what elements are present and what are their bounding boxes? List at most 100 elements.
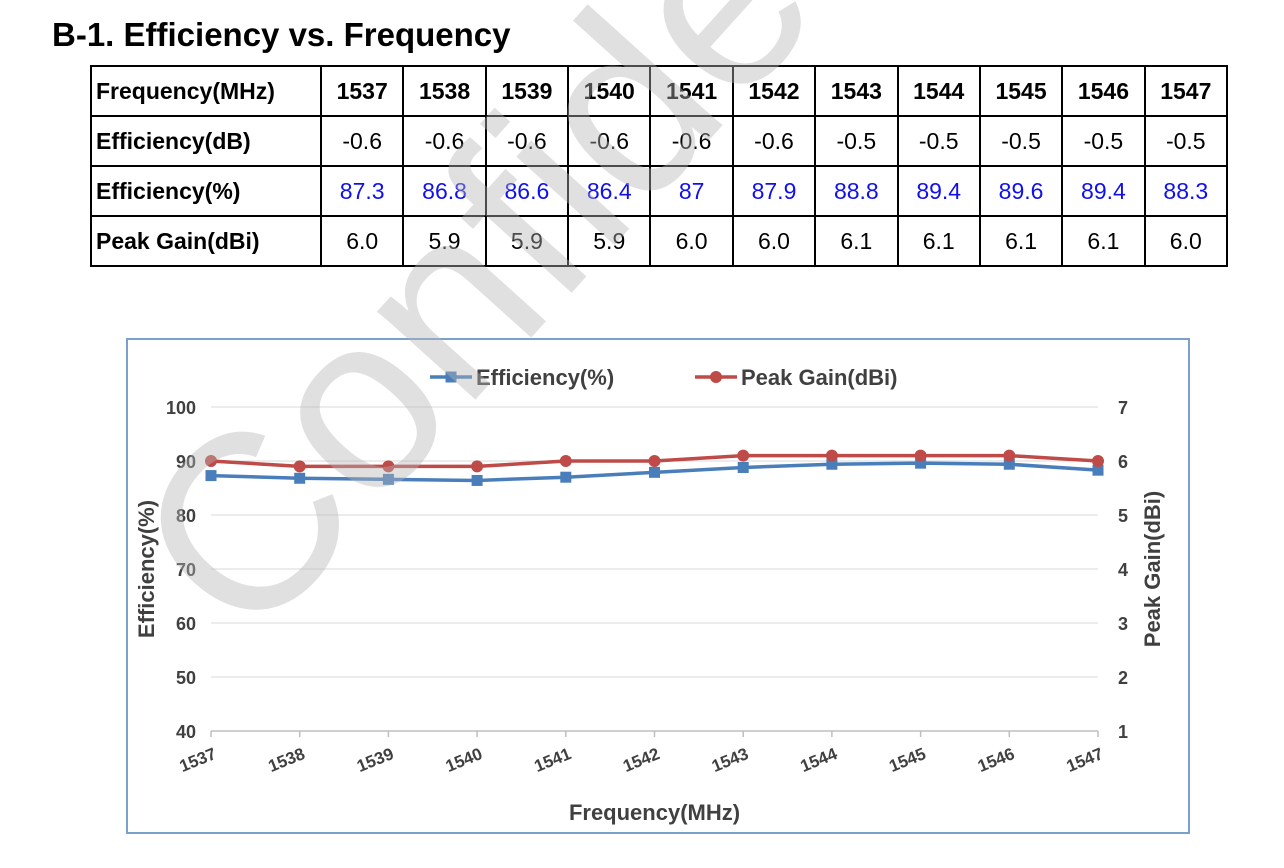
legend-label: Peak Gain(dBi) [741, 365, 897, 390]
data-point [826, 458, 838, 470]
table-row: Frequency(MHz) 1537 1538 1539 1540 1541 1542 15… [90, 65, 1229, 117]
data-point [559, 455, 572, 467]
y2-tick-label: 5 [1118, 506, 1128, 526]
row-header: Peak Gain(dBi) [90, 215, 322, 267]
y-tick-label: 50 [176, 668, 196, 688]
table-cell: 86.8 [402, 165, 487, 217]
table-cell: 5.9 [484, 215, 570, 267]
data-point [915, 457, 927, 469]
y-tick-label: 70 [176, 560, 196, 580]
spec-table: Frequency(MHz) 1537 1538 1539 1540 1541 1542 15… [90, 65, 1229, 267]
y-tick-label: 90 [176, 452, 196, 472]
table-cell: 6.0 [319, 215, 405, 267]
table-cell: 1544 [896, 65, 981, 117]
table-cell: 1538 [402, 65, 487, 117]
table-cell: -0.5 [1143, 115, 1229, 167]
table-cell: 1546 [1061, 65, 1146, 117]
table-cell: -0.5 [978, 115, 1064, 167]
table-cell: -0.6 [484, 115, 570, 167]
table-cell: 1539 [484, 65, 570, 117]
data-point [382, 460, 395, 473]
y2-tick-label: 4 [1118, 560, 1128, 580]
data-point [737, 449, 750, 462]
table-cell: 1540 [567, 65, 652, 117]
y2-tick-label: 3 [1118, 614, 1128, 634]
data-point [825, 449, 838, 462]
x-tick-label: 1538 [265, 744, 307, 776]
y2-tick-label: 1 [1118, 722, 1128, 742]
table-cell: -0.6 [649, 115, 734, 167]
row-header: Frequency(MHz) [90, 65, 322, 117]
data-point [1092, 455, 1104, 467]
table-cell: 1537 [319, 65, 405, 117]
table-cell: 1545 [978, 65, 1064, 117]
data-point [560, 471, 572, 483]
table-cell: -0.5 [814, 115, 899, 167]
data-point [648, 455, 661, 467]
data-point [294, 472, 306, 484]
table-cell: 5.9 [567, 215, 652, 267]
x-tick-label: 1545 [886, 744, 928, 776]
table-row: Efficiency(%) 87.3 86.8 86.6 86.4 87 87.9 88.8 8… [90, 165, 1229, 217]
data-point [471, 474, 483, 486]
x-axis-title: Frequency(MHz) [569, 800, 740, 825]
data-point [1003, 458, 1015, 470]
table-cell: 89.4 [896, 165, 981, 217]
chart-frame [126, 338, 1190, 834]
y2-tick-label: 2 [1118, 668, 1128, 688]
data-point [914, 449, 927, 462]
x-tick-label: 1541 [532, 744, 574, 776]
y-axis-title: Efficiency(%) [134, 500, 159, 638]
y-tick-label: 80 [176, 506, 196, 526]
x-tick-label: 1544 [798, 744, 841, 776]
row-header: Efficiency(%) [90, 165, 322, 217]
legend-marker [710, 371, 722, 383]
y2-tick-label: 6 [1118, 452, 1128, 472]
table-cell: 6.0 [1143, 215, 1229, 267]
data-point [205, 455, 217, 467]
table-cell: -0.6 [731, 115, 817, 167]
table-cell: 1543 [814, 65, 899, 117]
table-cell: 6.0 [731, 215, 817, 267]
y2-axis-title: Peak Gain(dBi) [1140, 491, 1165, 647]
table-cell: 6.1 [1061, 215, 1146, 267]
table-cell: -0.6 [402, 115, 487, 167]
table-cell: 6.1 [896, 215, 981, 267]
data-point [205, 470, 217, 482]
table-cell: 1542 [731, 65, 817, 117]
table-cell: 88.8 [814, 165, 899, 217]
table-cell: -0.5 [1061, 115, 1146, 167]
table-cell: 89.6 [978, 165, 1064, 217]
x-tick-label: 1546 [975, 744, 1017, 776]
data-point [471, 460, 484, 473]
legend-label: Efficiency(%) [476, 365, 614, 390]
table-cell: 88.3 [1143, 165, 1229, 217]
x-tick-label: 1537 [177, 744, 219, 776]
table-row: Efficiency(dB) -0.6 -0.6 -0.6 -0.6 -0.6 -0.6 -0… [90, 115, 1229, 167]
table-cell: 86.4 [567, 165, 652, 217]
x-tick-label: 1539 [354, 744, 396, 776]
data-point [382, 473, 394, 485]
table-cell: 6.1 [978, 215, 1064, 267]
table-row: Peak Gain(dBi) 6.0 5.9 5.9 5.9 6.0 6.0 6.1 6.1 6.… [90, 215, 1229, 267]
data-point [649, 466, 660, 478]
data-point [293, 460, 306, 473]
table-cell: -0.5 [896, 115, 981, 167]
legend-marker [445, 371, 457, 383]
table-cell: 5.9 [402, 215, 487, 267]
table-cell: 6.0 [649, 215, 734, 267]
x-tick-label: 1547 [1064, 744, 1106, 776]
y-tick-label: 40 [176, 722, 196, 742]
table-cell: -0.6 [319, 115, 405, 167]
x-tick-label: 1543 [709, 744, 751, 776]
table-cell: 87 [649, 165, 734, 217]
data-point [737, 461, 749, 473]
table-cell: 86.6 [484, 165, 570, 217]
table-cell: 1547 [1143, 65, 1229, 117]
x-tick-label: 1542 [620, 744, 662, 776]
x-tick-label: 1540 [443, 744, 485, 776]
table-cell: -0.6 [567, 115, 652, 167]
section-title: B-1. Efficiency vs. Frequency [52, 16, 511, 53]
y2-tick-label: 7 [1118, 398, 1128, 418]
